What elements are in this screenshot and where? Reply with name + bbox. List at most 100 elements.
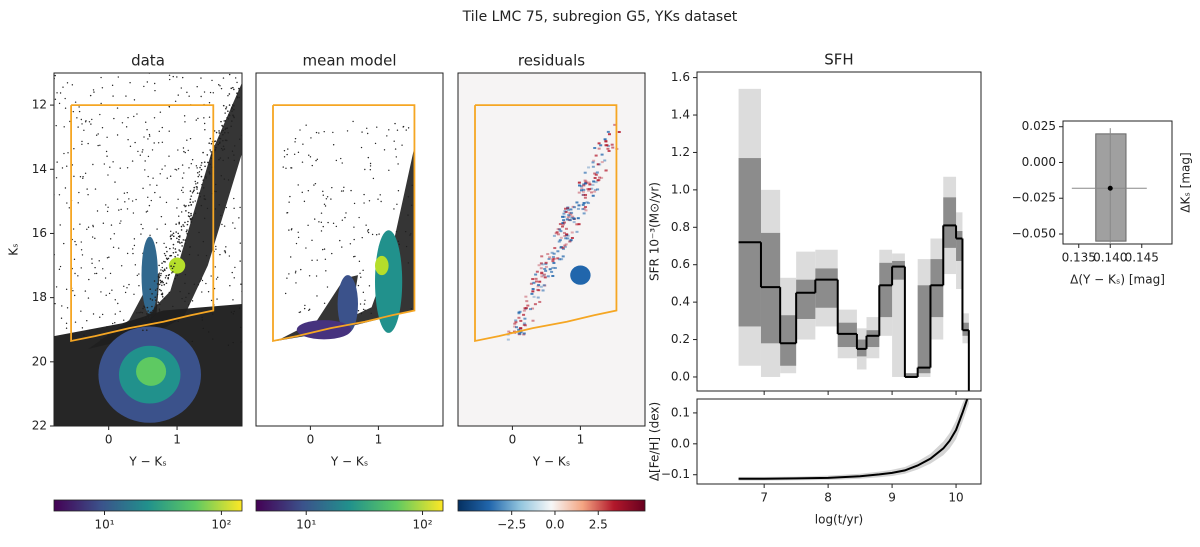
star-point: [365, 224, 367, 226]
star-point: [94, 266, 96, 269]
residual-cell: [562, 219, 566, 222]
star-point: [178, 221, 180, 224]
star-point: [401, 144, 403, 146]
star-point: [226, 117, 228, 119]
star-point: [393, 140, 395, 142]
residual-cell: [536, 296, 540, 299]
residual-cell: [597, 142, 601, 145]
star-point: [167, 257, 170, 260]
star-point: [175, 231, 177, 233]
residual-cell: [593, 176, 597, 179]
residual-cell: [528, 308, 532, 311]
star-point: [88, 278, 90, 281]
star-point: [368, 285, 371, 287]
star-point: [56, 92, 58, 94]
residual-cell: [590, 187, 594, 190]
star-point: [89, 94, 92, 97]
star-point: [125, 95, 127, 97]
star-point: [108, 256, 110, 258]
star-point: [290, 256, 292, 258]
star-point: [346, 130, 349, 132]
star-point: [187, 149, 189, 152]
star-point: [229, 285, 231, 287]
star-point: [140, 223, 142, 226]
residual-cell: [542, 274, 546, 277]
residual-cell: [591, 161, 595, 164]
star-point: [228, 93, 231, 95]
star-point: [71, 84, 74, 86]
star-point: [163, 283, 166, 286]
residual-cell: [593, 147, 597, 150]
star-point: [195, 183, 197, 185]
star-point: [196, 182, 199, 184]
star-point: [78, 106, 80, 108]
residual-cell: [543, 273, 547, 276]
residual-cell: [517, 328, 521, 331]
star-point: [165, 282, 168, 285]
star-point: [231, 107, 233, 110]
star-point: [191, 300, 194, 302]
star-point: [371, 233, 374, 236]
residual-cell: [546, 275, 550, 278]
star-point: [154, 89, 156, 92]
star-point: [225, 139, 228, 142]
star-point: [393, 208, 395, 210]
star-point: [111, 322, 114, 325]
star-point: [120, 220, 122, 222]
residual-cell: [577, 223, 581, 226]
star-point: [119, 310, 121, 313]
residual-cell: [594, 154, 598, 157]
star-point: [145, 329, 148, 331]
star-point: [183, 115, 186, 117]
star-point: [310, 137, 312, 139]
star-point: [190, 212, 192, 215]
star-point: [102, 222, 105, 224]
star-point: [395, 156, 398, 158]
star-point: [71, 164, 74, 166]
star-point: [161, 141, 164, 143]
star-point: [232, 115, 235, 118]
star-point: [378, 233, 380, 235]
residual-cell: [595, 171, 599, 174]
residual-cell: [583, 207, 587, 210]
residual-cell: [523, 317, 527, 320]
star-point: [156, 184, 158, 187]
star-point: [66, 165, 68, 167]
star-point: [146, 129, 148, 131]
star-point: [106, 136, 108, 139]
star-point: [117, 247, 120, 249]
star-point: [224, 128, 227, 131]
star-point: [150, 199, 152, 202]
star-point: [91, 258, 93, 260]
star-point: [369, 165, 372, 167]
residual-cell: [553, 267, 557, 270]
star-point: [206, 154, 209, 156]
residual-cell: [539, 262, 543, 265]
star-point: [64, 97, 66, 100]
star-point: [65, 327, 68, 329]
residual-cell: [553, 247, 557, 250]
density-blob: [141, 236, 158, 314]
star-point: [219, 253, 221, 256]
star-point: [201, 279, 204, 282]
residual-cell: [537, 264, 541, 267]
star-point: [388, 129, 390, 131]
star-point: [94, 188, 97, 190]
y-tick-label: 20: [32, 354, 47, 368]
star-point: [222, 77, 225, 79]
star-point: [165, 274, 168, 277]
star-point: [345, 212, 347, 214]
star-point: [182, 224, 184, 226]
residual-cell: [566, 237, 570, 240]
residual-cell: [564, 243, 568, 246]
star-point: [238, 89, 241, 92]
x-tick-label: 0: [509, 433, 517, 447]
residual-cell: [584, 209, 588, 212]
residual-cell: [531, 307, 535, 310]
residual-cell: [561, 222, 565, 225]
star-point: [294, 137, 297, 140]
residual-cell: [563, 244, 567, 247]
residual-cell: [598, 176, 602, 179]
star-point: [151, 292, 153, 295]
